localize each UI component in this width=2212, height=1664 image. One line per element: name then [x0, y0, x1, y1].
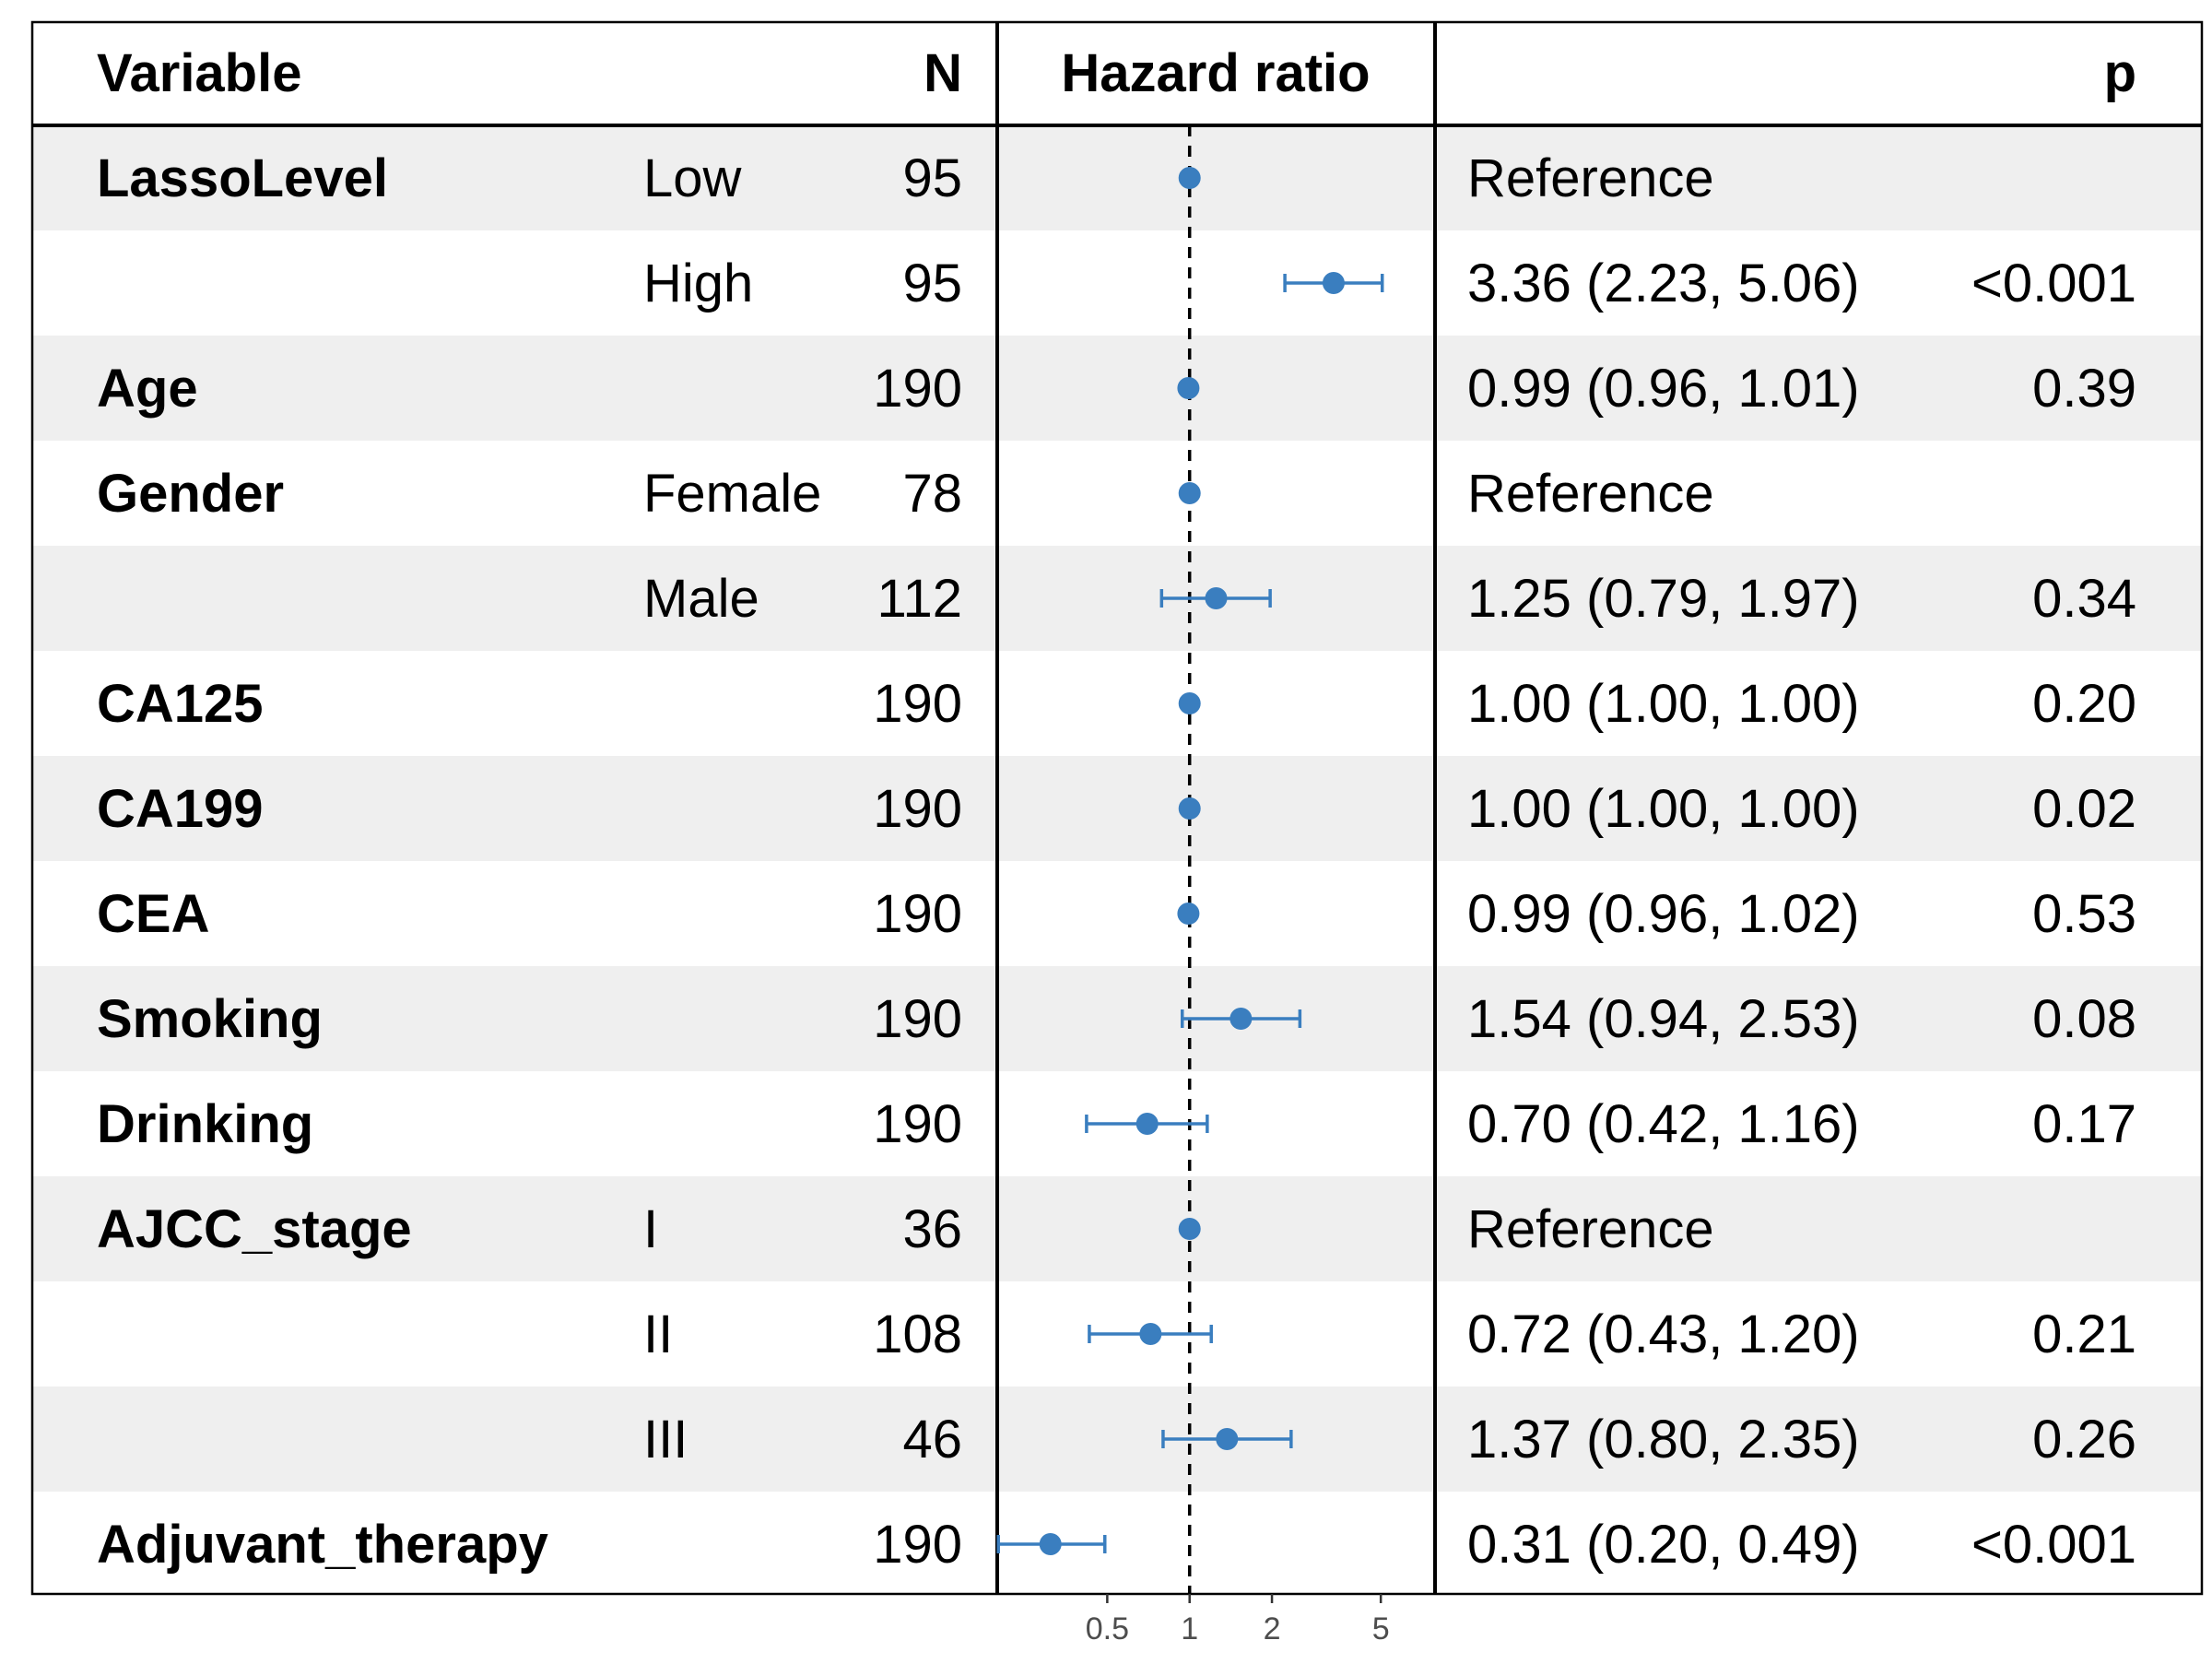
level-label: High — [643, 254, 753, 313]
hazard-ratio-point — [1177, 377, 1200, 399]
hazard-ratio-point — [1139, 1323, 1162, 1345]
level-label: Female — [643, 464, 821, 524]
row-stripe — [32, 1176, 2202, 1281]
p-value: 0.39 — [2032, 359, 2136, 419]
hazard-ratio-point — [1322, 272, 1345, 294]
hazard-ratio-text: 1.25 (0.79, 1.97) — [1467, 569, 1860, 629]
header-p: p — [2104, 43, 2136, 103]
hazard-ratio-text: 0.31 (0.20, 0.49) — [1467, 1515, 1860, 1575]
row-stripe — [32, 125, 2202, 230]
hazard-ratio-point — [1178, 167, 1201, 189]
hazard-ratio-point — [1178, 1218, 1201, 1240]
p-value: 0.08 — [2032, 989, 2136, 1049]
hazard-ratio-text: Reference — [1467, 148, 1714, 208]
hazard-ratio-text: Reference — [1467, 464, 1714, 524]
level-label: I — [643, 1199, 658, 1259]
hazard-ratio-point — [1230, 1008, 1253, 1030]
p-value: 0.02 — [2032, 779, 2136, 839]
p-value: 0.17 — [2032, 1094, 2136, 1154]
hazard-ratio-point — [1216, 1428, 1239, 1450]
hazard-ratio-point — [1178, 797, 1201, 820]
header-n: N — [924, 43, 962, 103]
level-label: Low — [643, 148, 743, 208]
n-value: 190 — [873, 779, 962, 839]
p-value: 0.53 — [2032, 884, 2136, 944]
table-frame — [30, 20, 2204, 1596]
level-label: II — [643, 1304, 673, 1364]
hazard-ratio-text: 0.70 (0.42, 1.16) — [1467, 1094, 1860, 1154]
n-value: 190 — [873, 884, 962, 944]
hazard-ratio-point — [1178, 482, 1201, 504]
n-value: 190 — [873, 989, 962, 1049]
hazard-ratio-point — [1039, 1533, 1062, 1555]
hazard-ratio-text: 0.99 (0.96, 1.01) — [1467, 359, 1860, 419]
hazard-ratio-text: Reference — [1467, 1199, 1714, 1259]
variable-label: CA199 — [97, 779, 264, 839]
variable-label: Age — [97, 359, 198, 419]
p-value: <0.001 — [1971, 1515, 2136, 1575]
n-value: 78 — [902, 464, 962, 524]
x-axis-ticks: 0.5 1 2 5 — [1086, 1594, 1390, 1646]
n-value: 190 — [873, 359, 962, 419]
table-cells: LassoLevel Low 95 Reference High 95 3.36 (2.23… — [97, 148, 2136, 1575]
n-value: 190 — [873, 1515, 962, 1575]
p-value: 0.21 — [2032, 1304, 2136, 1364]
x-tick-label: 5 — [1372, 1611, 1390, 1646]
variable-label: CEA — [97, 884, 209, 944]
row-stripes — [32, 125, 2202, 1492]
hazard-ratio-point — [1205, 587, 1228, 609]
header-variable: Variable — [97, 43, 301, 103]
hazard-ratio-text: 1.00 (1.00, 1.00) — [1467, 779, 1860, 839]
hazard-ratio-text: 3.36 (2.23, 5.06) — [1467, 254, 1860, 313]
row-stripe — [32, 1387, 2202, 1492]
header-row: Variable N Hazard ratio p — [97, 43, 2136, 103]
hazard-ratio-text: 0.72 (0.43, 1.20) — [1467, 1304, 1860, 1364]
p-value: 0.34 — [2032, 569, 2136, 629]
variable-label: Drinking — [97, 1094, 313, 1154]
p-value: 0.26 — [2032, 1410, 2136, 1469]
variable-label: Gender — [97, 464, 284, 524]
x-tick-label: 1 — [1181, 1611, 1198, 1646]
hazard-ratio-marks — [996, 167, 1384, 1555]
row-stripe — [32, 756, 2202, 861]
variable-label: LassoLevel — [97, 148, 388, 208]
x-tick-label: 0.5 — [1086, 1611, 1129, 1646]
n-value: 95 — [902, 254, 962, 313]
n-value: 190 — [873, 1094, 962, 1154]
variable-label: Adjuvant_therapy — [97, 1515, 548, 1575]
row-stripe — [32, 546, 2202, 651]
row-stripe — [32, 966, 2202, 1071]
hazard-ratio-point — [1177, 903, 1200, 925]
variable-label: Smoking — [97, 989, 323, 1049]
hazard-ratio-text: 1.00 (1.00, 1.00) — [1467, 674, 1860, 734]
n-value: 190 — [873, 674, 962, 734]
n-value: 108 — [873, 1304, 962, 1364]
outer-border — [30, 20, 2204, 1596]
hazard-ratio-text: 1.54 (0.94, 2.53) — [1467, 989, 1860, 1049]
n-value: 95 — [902, 148, 962, 208]
p-value: <0.001 — [1971, 254, 2136, 313]
level-label: Male — [643, 569, 759, 629]
variable-label: CA125 — [97, 674, 264, 734]
row-stripe — [32, 336, 2202, 441]
level-label: III — [643, 1410, 688, 1469]
n-value: 46 — [902, 1410, 962, 1469]
hazard-ratio-text: 0.99 (0.96, 1.02) — [1467, 884, 1860, 944]
x-tick-label: 2 — [1264, 1611, 1281, 1646]
p-value: 0.20 — [2032, 674, 2136, 734]
variable-label: AJCC_stage — [97, 1199, 412, 1259]
hazard-ratio-point — [1135, 1113, 1159, 1135]
n-value: 36 — [902, 1199, 962, 1259]
n-value: 112 — [877, 569, 962, 629]
hazard-ratio-point — [1178, 692, 1201, 714]
hazard-ratio-text: 1.37 (0.80, 2.35) — [1467, 1410, 1860, 1469]
header-hazard-ratio: Hazard ratio — [1061, 43, 1370, 103]
